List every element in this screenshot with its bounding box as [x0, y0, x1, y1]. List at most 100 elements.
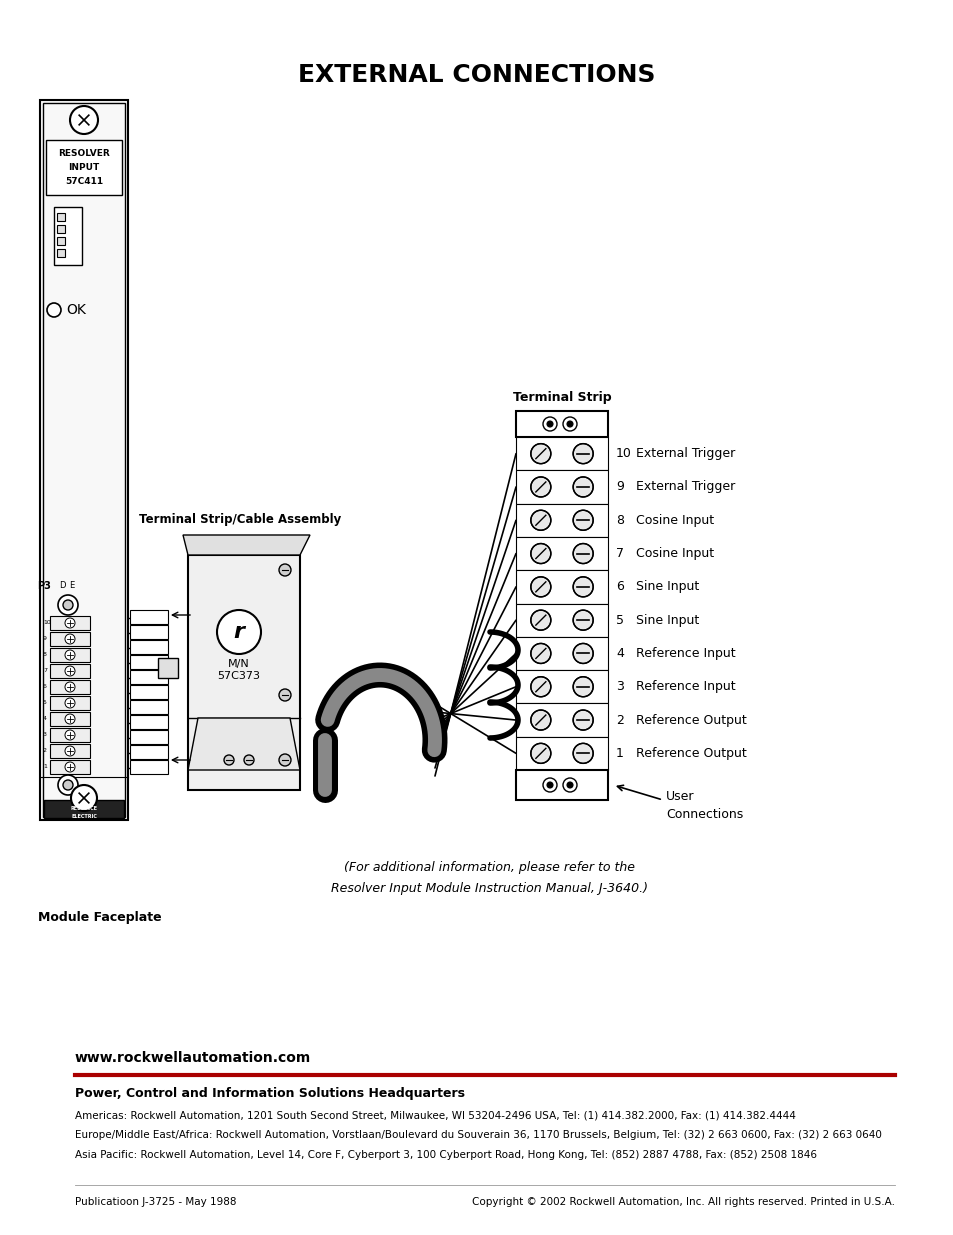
Text: Reference Input: Reference Input [636, 680, 735, 693]
Circle shape [244, 755, 253, 764]
Text: www.rockwellautomation.com: www.rockwellautomation.com [75, 1051, 311, 1065]
Text: 57C373: 57C373 [217, 671, 260, 680]
Text: Power, Control and Information Solutions Headquarters: Power, Control and Information Solutions… [75, 1087, 464, 1099]
Bar [50, 697, 90, 710]
Circle shape [573, 443, 593, 463]
Circle shape [65, 682, 75, 692]
Text: M/N: M/N [228, 659, 250, 669]
Text: ELECTRIC: ELECTRIC [71, 814, 97, 819]
Circle shape [566, 421, 573, 427]
Text: 8: 8 [616, 514, 623, 527]
Text: Reference Input: Reference Input [636, 647, 735, 659]
Bar [188, 555, 299, 790]
Text: P3: P3 [37, 580, 51, 592]
Circle shape [58, 776, 78, 795]
Circle shape [530, 743, 550, 763]
Bar [54, 207, 82, 266]
Bar [130, 640, 168, 655]
Circle shape [573, 477, 593, 496]
Bar [44, 800, 124, 818]
Text: 1: 1 [616, 747, 623, 760]
Bar [50, 616, 90, 630]
Bar [40, 100, 128, 820]
Circle shape [530, 543, 550, 563]
Text: D: D [59, 582, 65, 590]
Bar [130, 745, 168, 760]
Bar [516, 769, 607, 800]
Bar [516, 471, 607, 504]
Text: Cosine Input: Cosine Input [636, 514, 714, 527]
Bar [516, 437, 607, 471]
Text: 10: 10 [43, 620, 51, 625]
Bar [130, 625, 168, 638]
Bar [516, 671, 607, 704]
Text: E: E [70, 582, 74, 590]
Text: External Trigger: External Trigger [636, 447, 735, 461]
Bar [516, 504, 607, 537]
Text: Publicatioon J-3725 - May 1988: Publicatioon J-3725 - May 1988 [75, 1197, 236, 1207]
Bar [57, 237, 65, 245]
Text: 10: 10 [616, 447, 631, 461]
Text: 5: 5 [616, 614, 623, 626]
Circle shape [530, 710, 550, 730]
Bar [516, 637, 607, 671]
Text: OK: OK [66, 303, 86, 317]
Bar [516, 411, 607, 437]
Bar [516, 537, 607, 571]
Circle shape [216, 610, 261, 655]
Bar [50, 713, 90, 726]
Text: EXTERNAL CONNECTIONS: EXTERNAL CONNECTIONS [298, 63, 655, 86]
Bar [57, 212, 65, 221]
Text: Reference Output: Reference Output [636, 714, 746, 726]
Bar [130, 730, 168, 743]
Circle shape [63, 600, 73, 610]
Polygon shape [183, 535, 310, 555]
Circle shape [530, 477, 550, 496]
Bar [50, 632, 90, 646]
Text: 6: 6 [616, 580, 623, 593]
Text: 3: 3 [43, 732, 47, 737]
Text: Europe/Middle East/Africa: Rockwell Automation, Vorstlaan/Boulevard du Souverain: Europe/Middle East/Africa: Rockwell Auto… [75, 1130, 881, 1140]
Bar [50, 680, 90, 694]
Circle shape [573, 577, 593, 597]
Text: Module Faceplate: Module Faceplate [38, 911, 161, 925]
Circle shape [546, 782, 553, 788]
Circle shape [278, 564, 291, 576]
Bar [50, 648, 90, 662]
Bar [130, 671, 168, 684]
Bar [57, 225, 65, 233]
Text: 2: 2 [43, 748, 47, 753]
Circle shape [542, 778, 557, 792]
Circle shape [530, 677, 550, 697]
Circle shape [573, 643, 593, 663]
Circle shape [530, 443, 550, 463]
Text: 9: 9 [43, 636, 47, 641]
Bar [516, 604, 607, 637]
Bar [130, 700, 168, 714]
Bar [50, 727, 90, 742]
Circle shape [546, 421, 553, 427]
Circle shape [47, 303, 61, 317]
Circle shape [58, 595, 78, 615]
Text: External Trigger: External Trigger [636, 480, 735, 494]
Circle shape [278, 755, 291, 766]
Circle shape [530, 577, 550, 597]
Text: INPUT: INPUT [69, 163, 99, 172]
Bar [516, 704, 607, 737]
Text: 6: 6 [43, 684, 47, 689]
Text: 9: 9 [616, 480, 623, 494]
Bar [516, 737, 607, 769]
Circle shape [71, 785, 97, 811]
Text: 5: 5 [43, 700, 47, 705]
Polygon shape [188, 718, 299, 769]
Text: 3: 3 [616, 680, 623, 693]
Circle shape [65, 666, 75, 676]
Bar [130, 715, 168, 729]
Circle shape [65, 698, 75, 708]
Circle shape [542, 417, 557, 431]
Text: 2: 2 [616, 714, 623, 726]
Text: Copyright © 2002 Rockwell Automation, Inc. All rights reserved. Printed in U.S.A: Copyright © 2002 Rockwell Automation, In… [472, 1197, 894, 1207]
Circle shape [562, 417, 577, 431]
Bar [50, 743, 90, 758]
Circle shape [566, 782, 573, 788]
